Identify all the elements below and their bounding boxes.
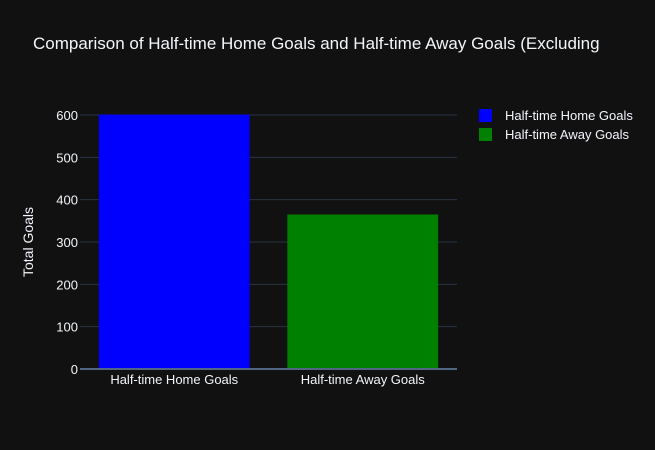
legend-label: Half-time Home Goals [505,108,633,123]
y-tick-label: 600 [56,108,78,123]
y-tick-label: 500 [56,150,78,165]
chart-title: Comparison of Half-time Home Goals and H… [33,34,600,53]
legend-label: Half-time Away Goals [505,127,630,142]
x-tick-label: Half-time Away Goals [301,372,426,387]
bar [287,214,439,369]
y-tick-label: 0 [71,362,78,377]
bars [98,114,439,370]
x-tick-label: Half-time Home Goals [110,372,238,387]
axes: 0 100 200 300 400 500 600 Half-time Home Goals H… [56,108,457,387]
legend-swatch [479,128,492,141]
y-tick-label: 400 [56,193,78,208]
bar [98,114,250,370]
y-tick-label: 100 [56,320,78,335]
y-tick-label: 300 [56,235,78,250]
legend: Half-time Home Goals Half-time Away Goals [479,108,633,142]
y-axis-title: Total Goals [20,207,36,277]
legend-swatch [479,109,492,122]
y-tick-label: 200 [56,277,78,292]
